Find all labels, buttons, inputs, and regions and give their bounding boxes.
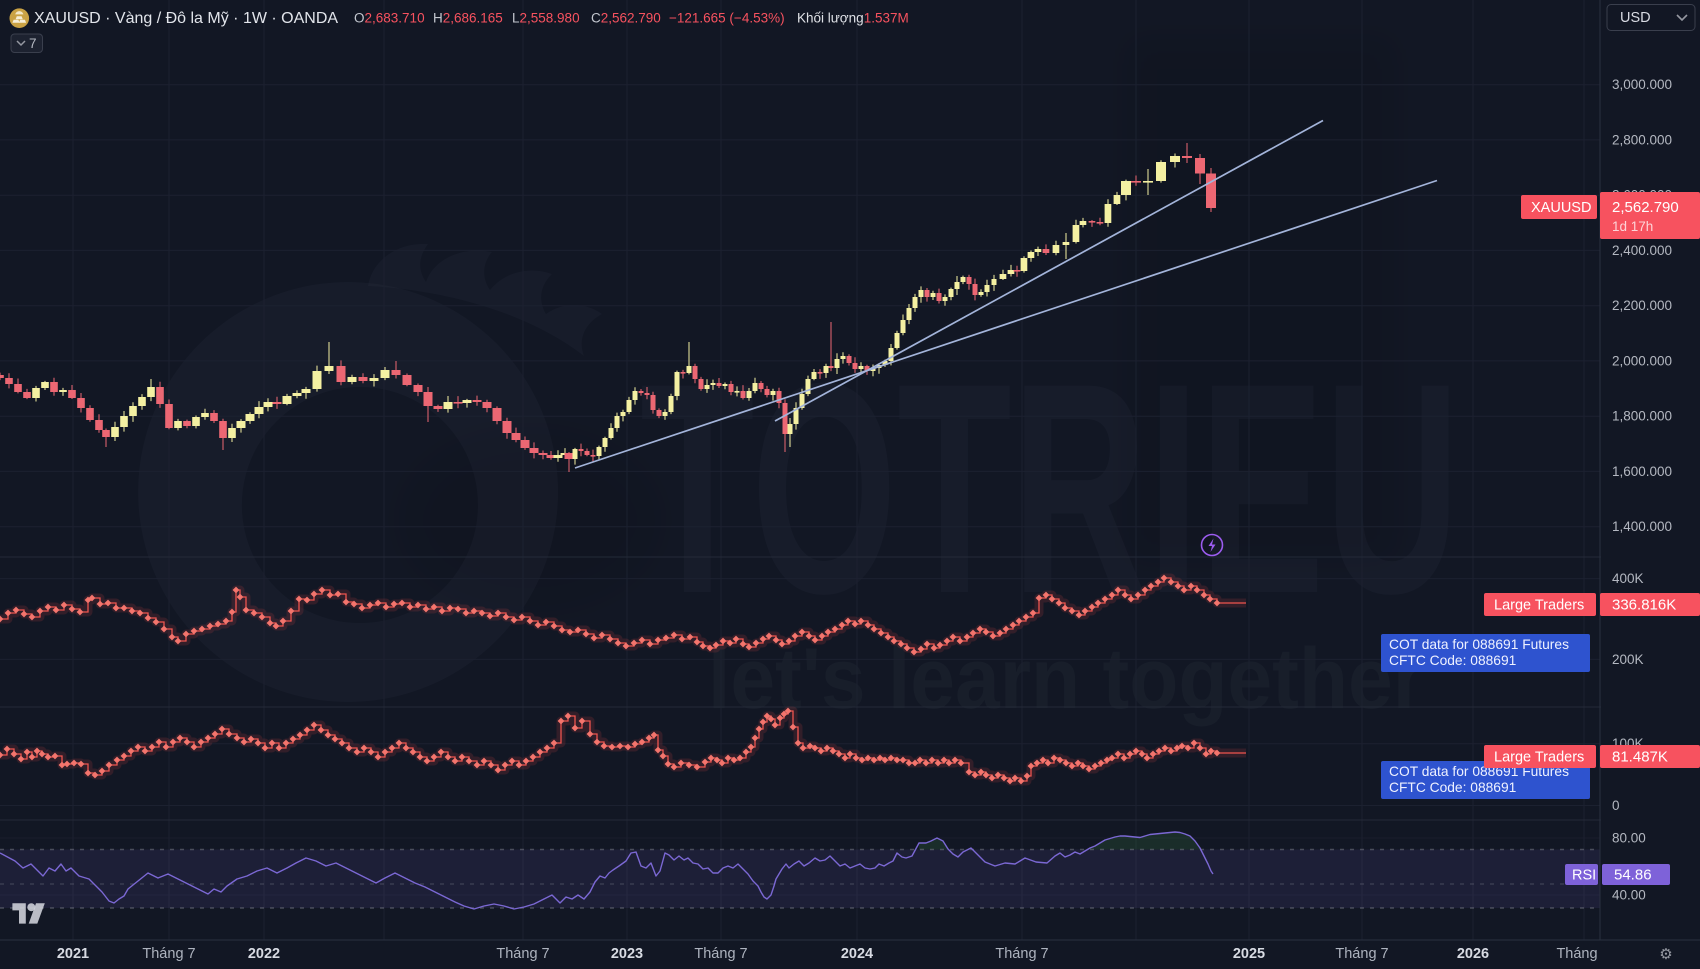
svg-text:Large Traders: Large Traders	[1494, 750, 1584, 766]
svg-text:2,200.000: 2,200.000	[1612, 298, 1672, 313]
svg-text:2,800.000: 2,800.000	[1612, 132, 1672, 147]
svg-text:L2,558.980: L2,558.980	[512, 11, 580, 26]
svg-text:200K: 200K	[1612, 652, 1644, 667]
svg-text:80.00: 80.00	[1612, 831, 1646, 846]
svg-text:2021: 2021	[57, 946, 89, 962]
svg-text:COT data for 088691 Futures: COT data for 088691 Futures	[1389, 637, 1569, 652]
svg-text:2022: 2022	[248, 946, 280, 962]
svg-text:2023: 2023	[611, 946, 643, 962]
svg-text:Tháng 7: Tháng 7	[142, 946, 195, 962]
svg-text:54.86: 54.86	[1614, 867, 1652, 884]
svg-text:2,562.790: 2,562.790	[1612, 199, 1679, 216]
svg-text:let's learn together: let's learn together	[708, 631, 1424, 727]
svg-text:2025: 2025	[1233, 946, 1265, 962]
svg-text:2026: 2026	[1457, 946, 1489, 962]
svg-text:Large Traders: Large Traders	[1494, 598, 1584, 614]
svg-text:⚙: ⚙	[1659, 946, 1672, 963]
svg-text:−121.665 (−4.53%): −121.665 (−4.53%)	[669, 11, 785, 26]
svg-text:TOTRIEU: TOTRIEU	[640, 320, 1460, 656]
svg-text:Tháng 7: Tháng 7	[995, 946, 1048, 962]
svg-text:CFTC Code: 088691: CFTC Code: 088691	[1389, 653, 1516, 668]
svg-text:H2,686.165: H2,686.165	[433, 11, 503, 26]
svg-text:7: 7	[29, 36, 37, 51]
svg-text:Tháng 7: Tháng 7	[694, 946, 747, 962]
svg-text:40.00: 40.00	[1612, 888, 1646, 903]
svg-text:1,400.000: 1,400.000	[1612, 519, 1672, 534]
svg-text:RSI: RSI	[1572, 868, 1596, 884]
svg-text:USD: USD	[1620, 10, 1651, 26]
svg-text:81.487K: 81.487K	[1612, 749, 1668, 766]
svg-text:Khối lượng1.537M: Khối lượng1.537M	[797, 11, 909, 26]
svg-text:0: 0	[1612, 798, 1620, 813]
svg-text:400K: 400K	[1612, 571, 1644, 586]
svg-text:Tháng: Tháng	[1556, 946, 1597, 962]
svg-text:Tháng 7: Tháng 7	[1335, 946, 1388, 962]
svg-text:XAUUSD: XAUUSD	[1531, 200, 1591, 216]
svg-text:2,400.000: 2,400.000	[1612, 243, 1672, 258]
svg-text:2024: 2024	[841, 946, 873, 962]
svg-text:O2,683.710: O2,683.710	[354, 11, 425, 26]
svg-text:3,000.000: 3,000.000	[1612, 77, 1672, 92]
svg-text:1,600.000: 1,600.000	[1612, 464, 1672, 479]
svg-text:336.816K: 336.816K	[1612, 597, 1676, 614]
svg-text:Tháng 7: Tháng 7	[496, 946, 549, 962]
svg-text:CFTC Code: 088691: CFTC Code: 088691	[1389, 780, 1516, 795]
svg-text:2,000.000: 2,000.000	[1612, 353, 1672, 368]
svg-text:1d 17h: 1d 17h	[1612, 219, 1653, 234]
svg-text:1,800.000: 1,800.000	[1612, 409, 1672, 424]
svg-text:C2,562.790: C2,562.790	[591, 11, 661, 26]
svg-text:XAUUSD · Vàng / Đô la Mỹ · 1W: XAUUSD · Vàng / Đô la Mỹ · 1W · OANDA	[34, 10, 338, 27]
